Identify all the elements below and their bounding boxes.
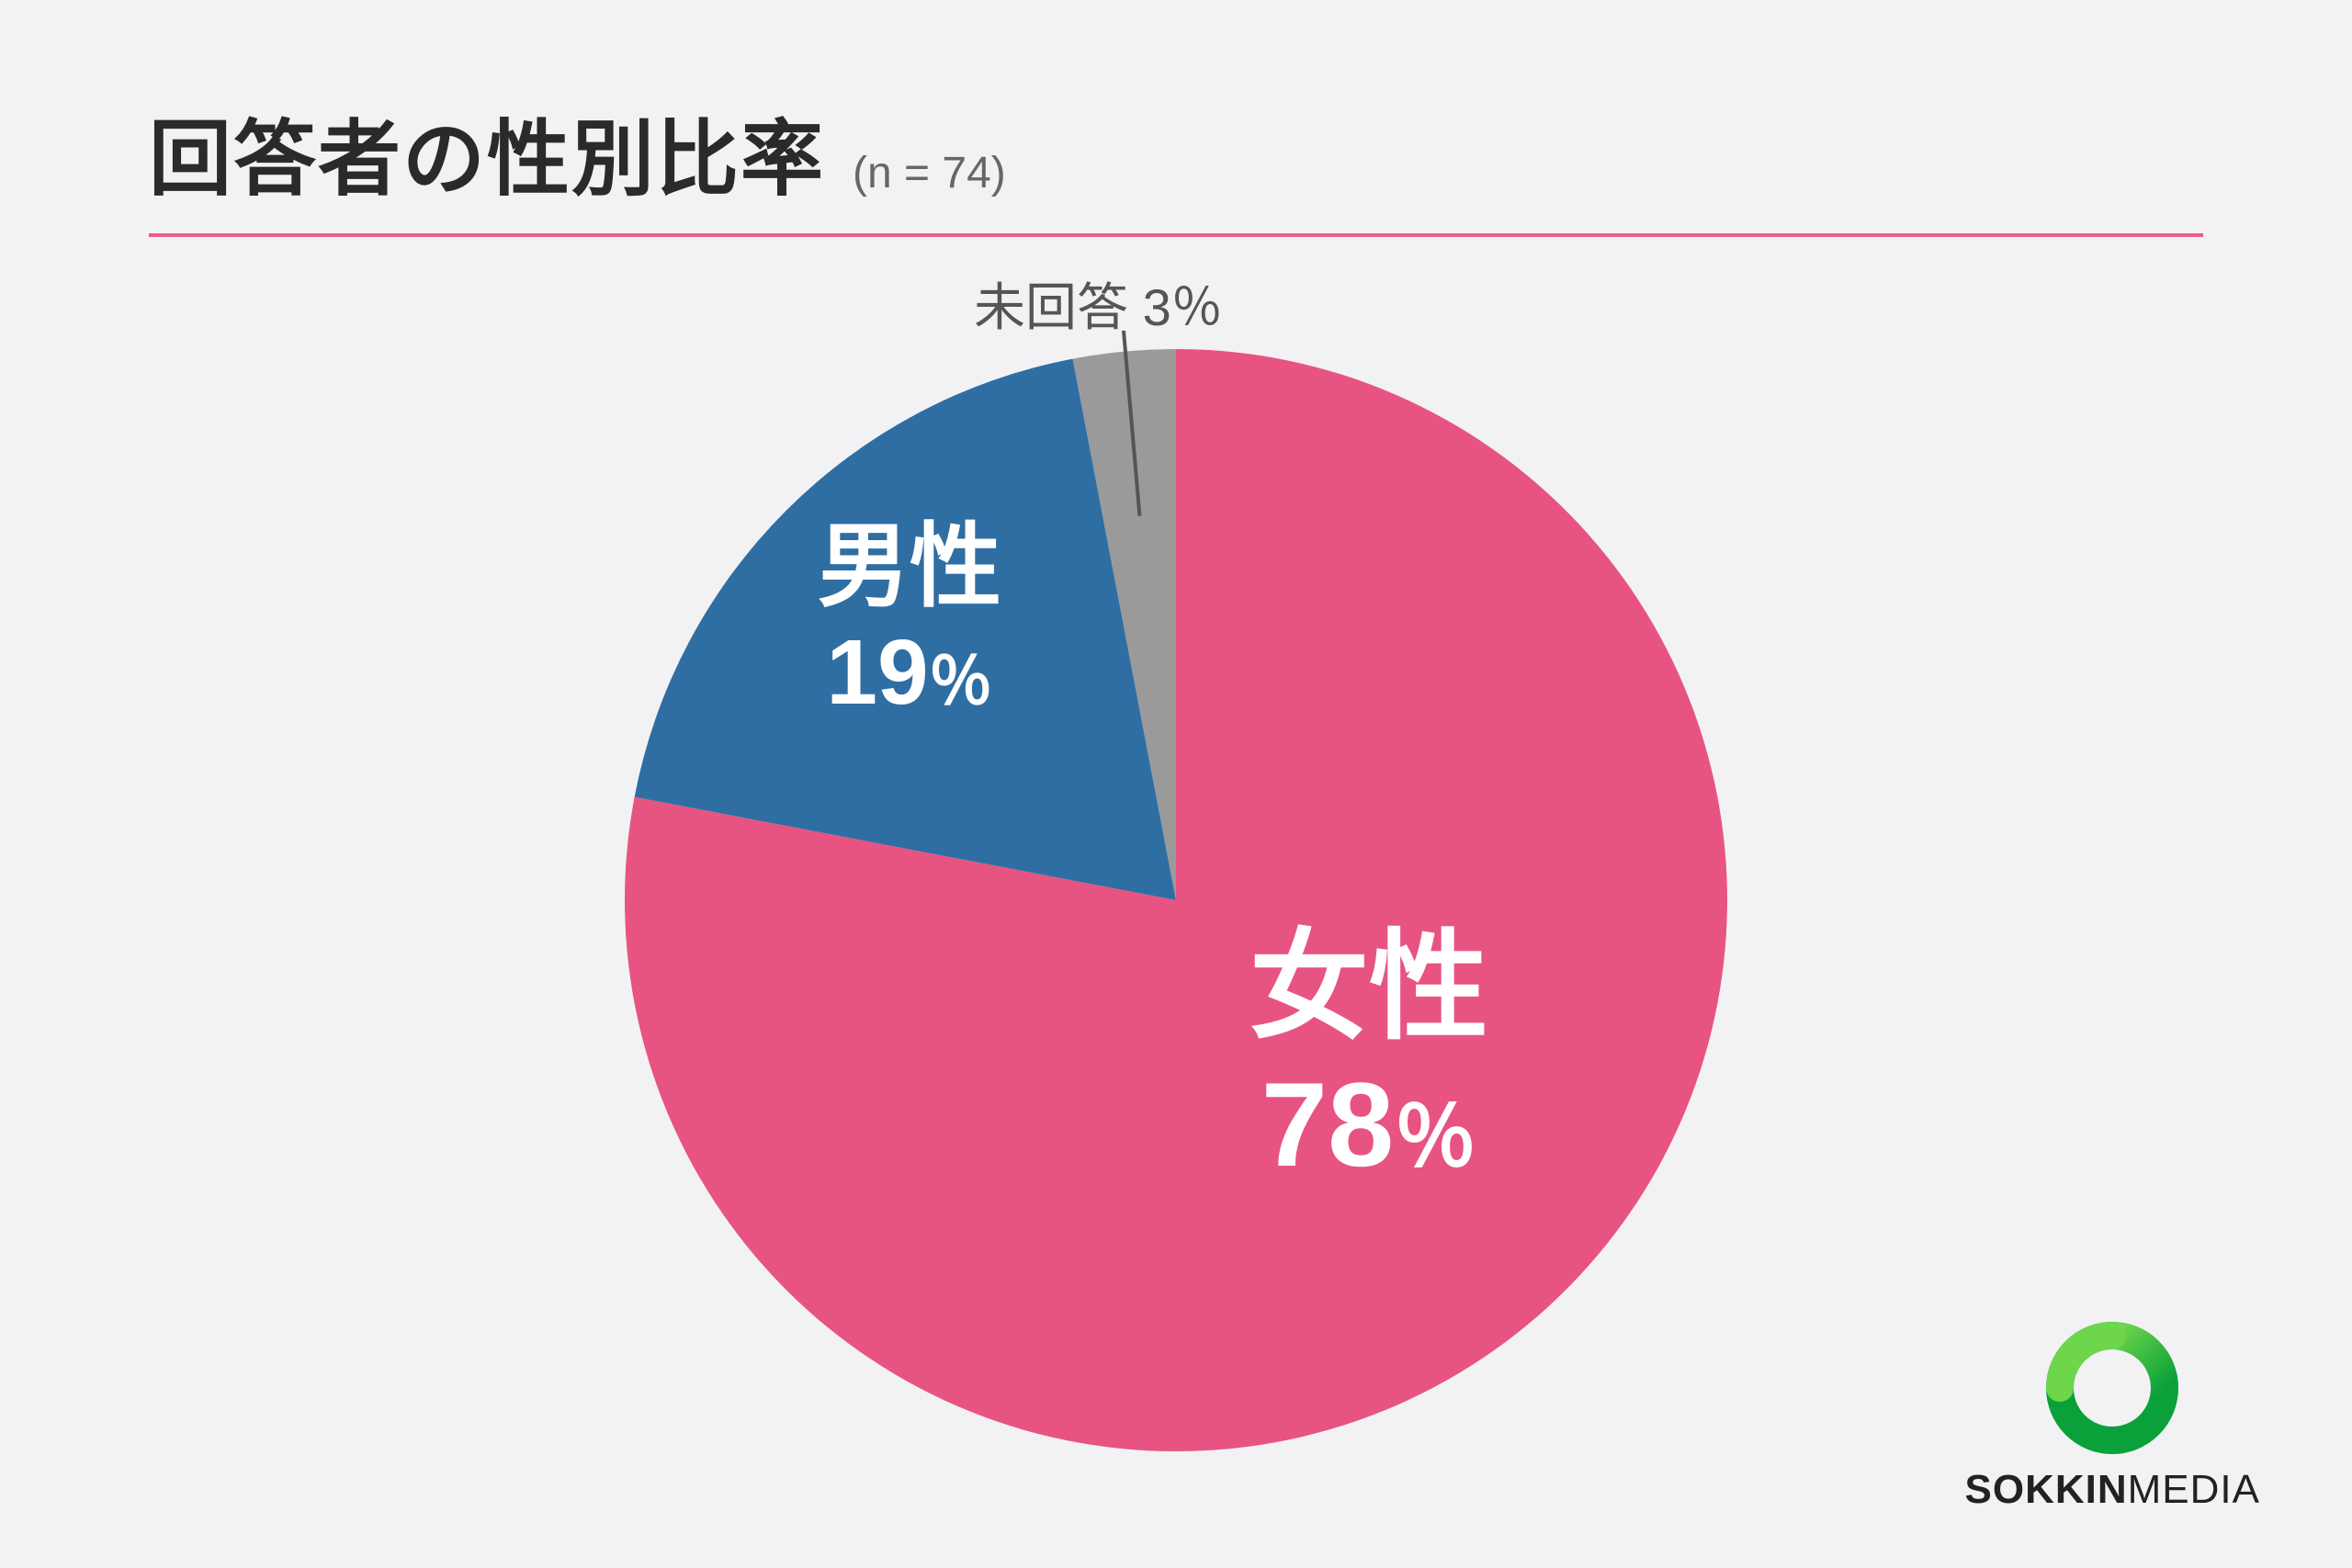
brand-logo: SOKKINMEDIA [1965, 1319, 2260, 1513]
title-block: 回答者の性別比率 (n = 74) [149, 92, 2203, 237]
logo-light: MEDIA [2128, 1467, 2260, 1512]
female-pct: ％ [1394, 1092, 1476, 1184]
female-name: 女性 [1250, 919, 1488, 1054]
callout-na-label: 未回答 [974, 278, 1128, 336]
logo-text: SOKKINMEDIA [1965, 1467, 2260, 1513]
callout-na-value: 3 [1143, 278, 1171, 336]
title-sub: (n = 74) [853, 148, 1006, 198]
logo-bold: SOKKIN [1965, 1467, 2128, 1512]
male-pct: ％ [929, 646, 993, 717]
title-underline [149, 233, 2203, 237]
slice-label-male: 男性 19％ [818, 514, 1001, 726]
callout-na: 未回答 3％ [974, 266, 1223, 341]
logo-ring-icon [2043, 1319, 2181, 1457]
pie-chart: 未回答 3％ 男性 19％ 女性 78％ [606, 331, 1746, 1470]
slice-label-female: 女性 78％ [1250, 919, 1488, 1193]
male-name: 男性 [818, 515, 1001, 618]
title-main: 回答者の性別比率 [149, 92, 825, 211]
female-value: 78 [1261, 1057, 1395, 1191]
male-value: 19 [826, 621, 928, 724]
callout-na-pct: ％ [1171, 278, 1223, 336]
